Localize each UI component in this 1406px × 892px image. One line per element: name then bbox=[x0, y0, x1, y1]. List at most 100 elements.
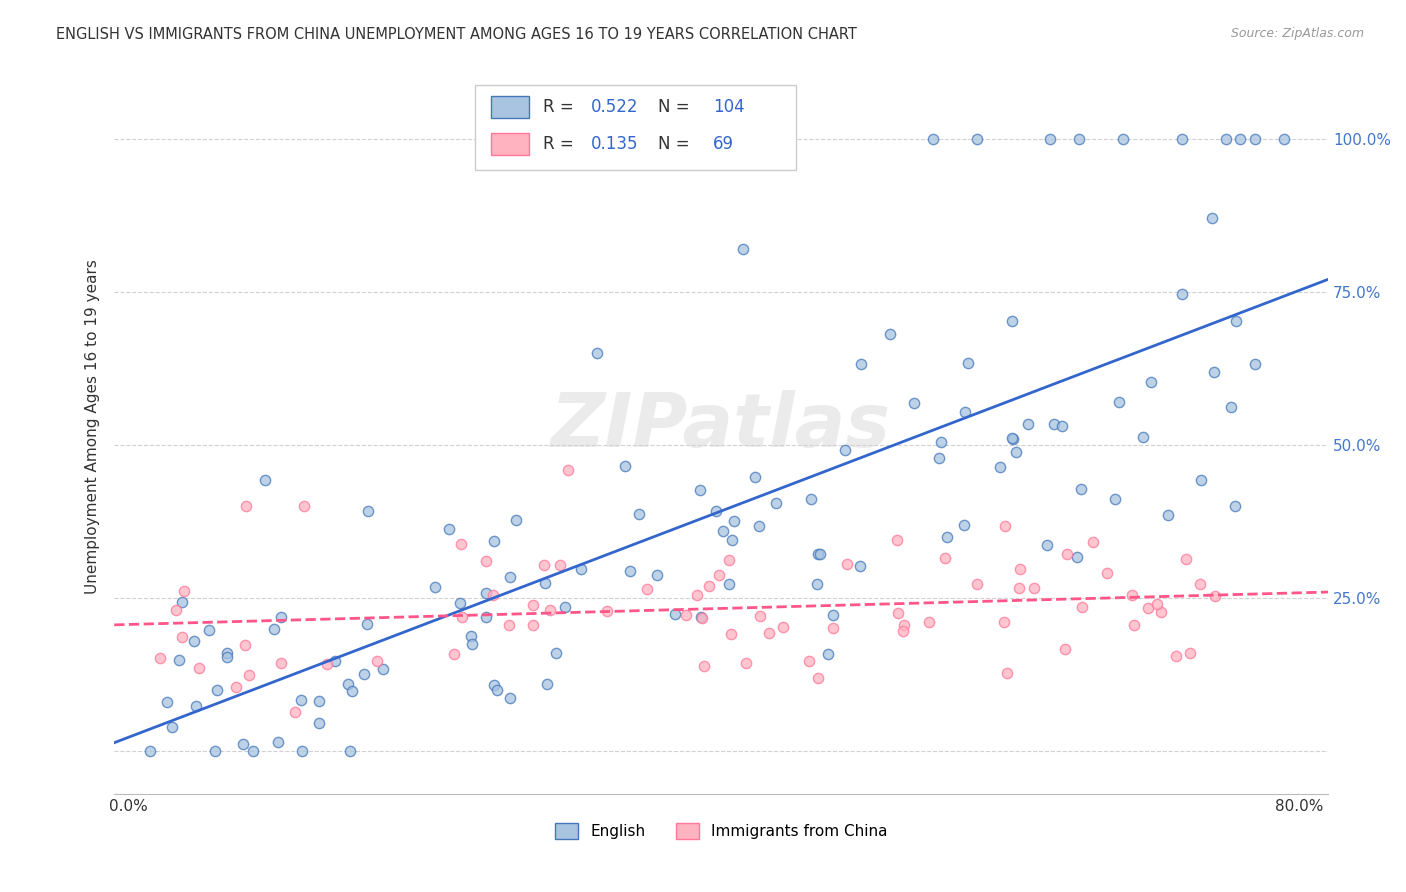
Point bbox=[744, 470, 766, 484]
Y-axis label: Unemployment Among Ages 16 to 19 years: Unemployment Among Ages 16 to 19 years bbox=[86, 260, 100, 594]
Point bbox=[544, 646, 567, 660]
Point bbox=[1178, 646, 1201, 660]
Point bbox=[548, 558, 571, 572]
Point bbox=[536, 677, 558, 691]
Point bbox=[188, 661, 211, 675]
Point bbox=[173, 584, 195, 599]
Point bbox=[232, 737, 254, 751]
Point bbox=[1095, 566, 1118, 580]
FancyBboxPatch shape bbox=[475, 86, 796, 169]
Point bbox=[922, 132, 945, 146]
Point bbox=[165, 603, 187, 617]
Point bbox=[263, 622, 285, 636]
Point bbox=[997, 665, 1019, 680]
Point bbox=[1070, 482, 1092, 496]
Point bbox=[533, 558, 555, 573]
Point bbox=[371, 662, 394, 676]
Point bbox=[613, 459, 636, 474]
Point bbox=[929, 434, 952, 449]
Point bbox=[498, 618, 520, 632]
Point bbox=[233, 638, 256, 652]
Point bbox=[1150, 605, 1173, 619]
Point bbox=[183, 634, 205, 648]
Point bbox=[205, 683, 228, 698]
Point bbox=[953, 517, 976, 532]
Text: 69: 69 bbox=[713, 135, 734, 153]
Point bbox=[204, 744, 226, 758]
Point bbox=[664, 607, 686, 621]
Point bbox=[1191, 473, 1213, 487]
Point bbox=[1204, 590, 1226, 604]
Point bbox=[339, 744, 361, 758]
Point bbox=[993, 615, 1015, 630]
Point bbox=[810, 547, 832, 561]
Point bbox=[720, 627, 742, 641]
Point bbox=[1070, 599, 1092, 614]
Point bbox=[749, 609, 772, 624]
Point bbox=[800, 492, 823, 507]
Point bbox=[1225, 313, 1247, 327]
Point bbox=[505, 513, 527, 527]
Point bbox=[1272, 132, 1295, 146]
Point bbox=[893, 618, 915, 632]
Point bbox=[1219, 401, 1241, 415]
Point bbox=[807, 547, 830, 561]
Point bbox=[356, 617, 378, 632]
Point bbox=[628, 507, 651, 521]
Point bbox=[1171, 132, 1194, 146]
Point bbox=[956, 356, 979, 370]
Point bbox=[1005, 445, 1028, 459]
Point bbox=[498, 570, 520, 584]
Point bbox=[475, 554, 498, 568]
Point bbox=[797, 653, 820, 667]
Text: R =: R = bbox=[543, 98, 574, 116]
Point bbox=[1244, 357, 1267, 371]
Point bbox=[1056, 547, 1078, 561]
Point bbox=[1043, 417, 1066, 431]
Point bbox=[1108, 395, 1130, 409]
Point bbox=[460, 629, 482, 643]
Point bbox=[522, 617, 544, 632]
Point bbox=[242, 744, 264, 758]
Point bbox=[735, 656, 758, 670]
Point bbox=[292, 500, 315, 514]
Point bbox=[337, 677, 360, 691]
Point bbox=[138, 744, 160, 758]
Point bbox=[486, 682, 509, 697]
Point bbox=[198, 623, 221, 637]
Point bbox=[569, 562, 592, 576]
Point bbox=[217, 646, 239, 660]
Point bbox=[184, 699, 207, 714]
Legend: English, Immigrants from China: English, Immigrants from China bbox=[548, 817, 893, 845]
Point bbox=[619, 565, 641, 579]
Point bbox=[693, 659, 716, 673]
Point bbox=[1036, 538, 1059, 552]
Point bbox=[707, 567, 730, 582]
Point bbox=[903, 396, 925, 410]
Point bbox=[748, 519, 770, 533]
Point bbox=[758, 625, 780, 640]
Point bbox=[499, 690, 522, 705]
Point bbox=[1104, 491, 1126, 506]
Point bbox=[772, 620, 794, 634]
Point bbox=[849, 559, 872, 574]
Point bbox=[522, 599, 544, 613]
Point bbox=[934, 550, 956, 565]
Point bbox=[1001, 314, 1024, 328]
Point bbox=[449, 596, 471, 610]
Point bbox=[835, 557, 858, 571]
Point bbox=[690, 610, 713, 624]
Point bbox=[690, 611, 713, 625]
Point bbox=[366, 654, 388, 668]
Point bbox=[172, 630, 194, 644]
Point bbox=[215, 649, 238, 664]
Point bbox=[585, 346, 607, 360]
Point bbox=[325, 654, 347, 668]
Point bbox=[482, 588, 505, 602]
Text: N =: N = bbox=[658, 135, 690, 153]
Point bbox=[675, 607, 697, 622]
Point bbox=[1146, 597, 1168, 611]
Text: ZIPatlas: ZIPatlas bbox=[551, 391, 891, 463]
Point bbox=[1204, 365, 1226, 379]
Point bbox=[1069, 132, 1091, 146]
